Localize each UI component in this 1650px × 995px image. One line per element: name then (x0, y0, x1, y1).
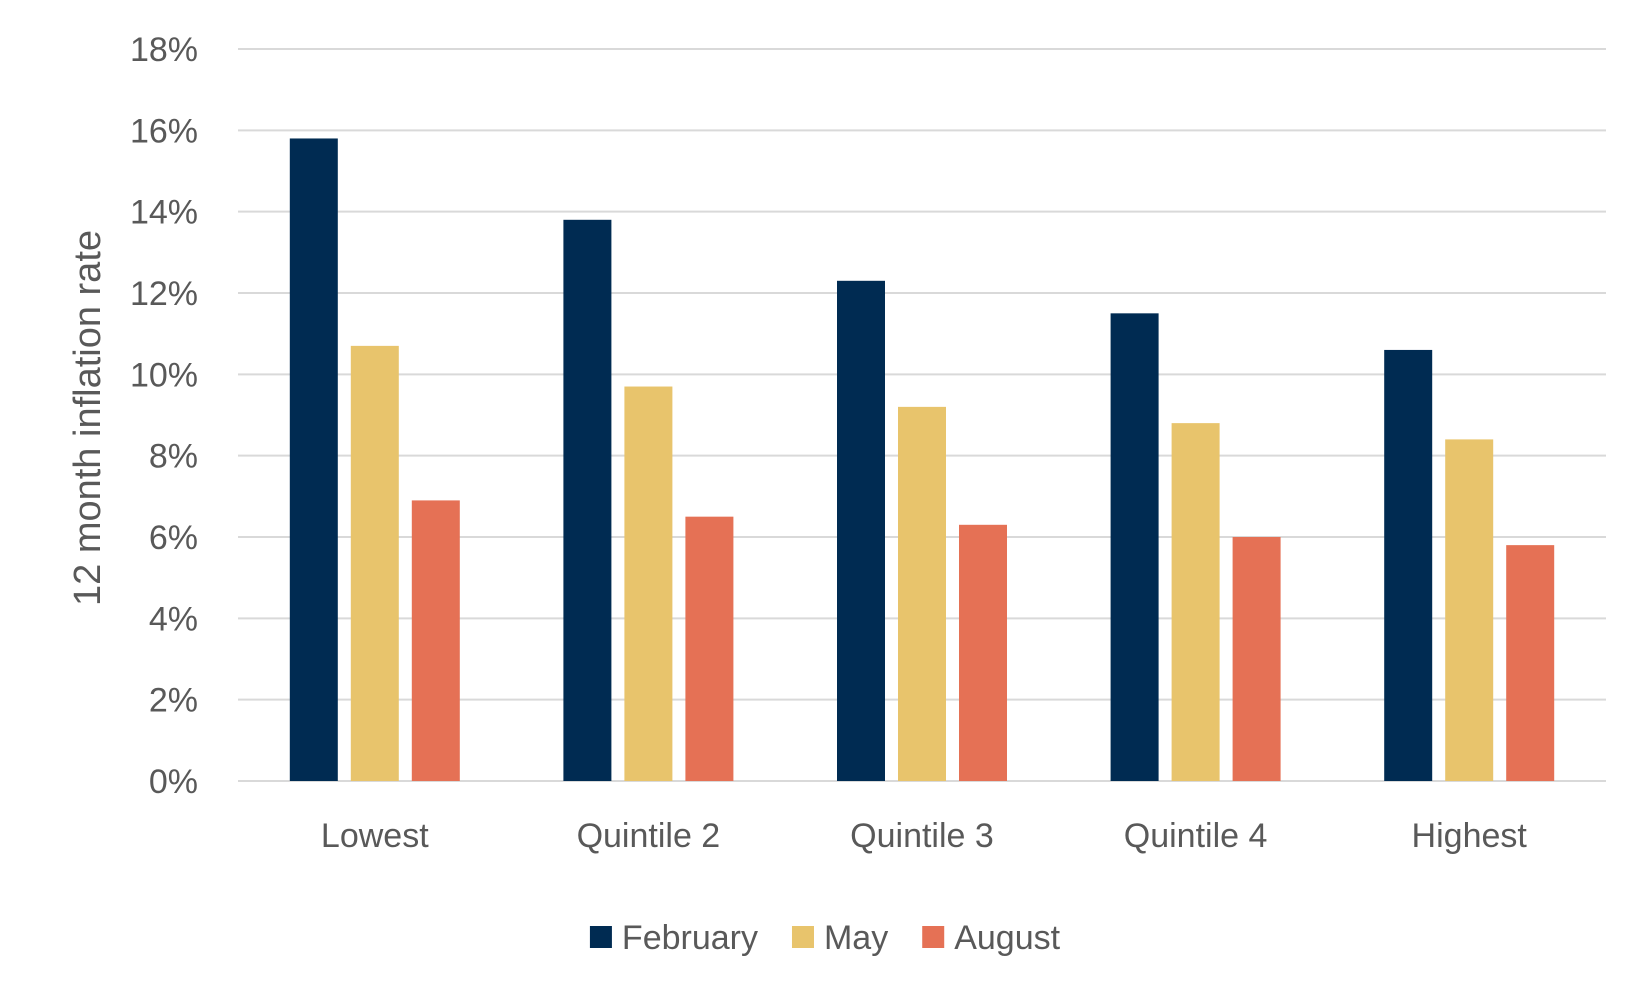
bar-august-quintile-4 (1232, 537, 1281, 781)
bar-august-lowest (411, 500, 460, 781)
y-tick-label: 18% (130, 31, 198, 69)
legend-label: May (824, 919, 888, 957)
x-category-label: Quintile 4 (1124, 817, 1268, 855)
bars (289, 138, 1555, 782)
legend-label: February (622, 919, 758, 957)
bar-february-highest (1384, 349, 1433, 781)
legend-swatch-february (589, 926, 612, 948)
bar-may-quintile-3 (898, 406, 946, 781)
bar-february-quintile-3 (837, 280, 885, 781)
x-axis-categories: Lowest Quintile 2 Quintile 3 Quintile 4 High… (321, 817, 1527, 855)
bar-may-quintile-2 (624, 386, 673, 781)
y-tick-label: 8% (149, 438, 198, 476)
bar-february-lowest (289, 138, 338, 781)
x-category-label: Quintile 3 (850, 817, 994, 855)
y-tick-label: 10% (130, 356, 198, 394)
legend-swatch-august (922, 926, 945, 948)
y-tick-label: 2% (149, 682, 198, 720)
legend-label: August (954, 919, 1060, 957)
y-axis-ticks: 0% 2% 4% 6% 8% 10% 12% 14% 16% 18% (130, 31, 198, 801)
bar-august-quintile-3 (959, 524, 1007, 781)
legend: February May August (589, 919, 1061, 957)
legend-swatch-may (791, 926, 814, 948)
y-tick-label: 4% (149, 600, 198, 638)
bar-may-highest (1445, 439, 1494, 781)
y-tick-label: 14% (130, 194, 198, 232)
bar-may-quintile-4 (1171, 423, 1220, 781)
y-tick-label: 12% (130, 275, 198, 313)
bar-august-quintile-2 (685, 516, 734, 781)
bar-february-quintile-2 (563, 219, 612, 782)
x-category-label: Highest (1412, 817, 1528, 855)
bar-february-quintile-4 (1110, 313, 1159, 781)
y-tick-label: 0% (149, 763, 198, 801)
y-axis-title: 12 month inflation rate (67, 230, 109, 606)
x-category-label: Quintile 2 (577, 817, 721, 855)
y-tick-label: 6% (149, 519, 198, 557)
x-category-label: Lowest (321, 817, 429, 855)
y-tick-label: 16% (130, 112, 198, 150)
bar-may-lowest (350, 345, 399, 781)
bar-august-highest (1506, 545, 1555, 781)
